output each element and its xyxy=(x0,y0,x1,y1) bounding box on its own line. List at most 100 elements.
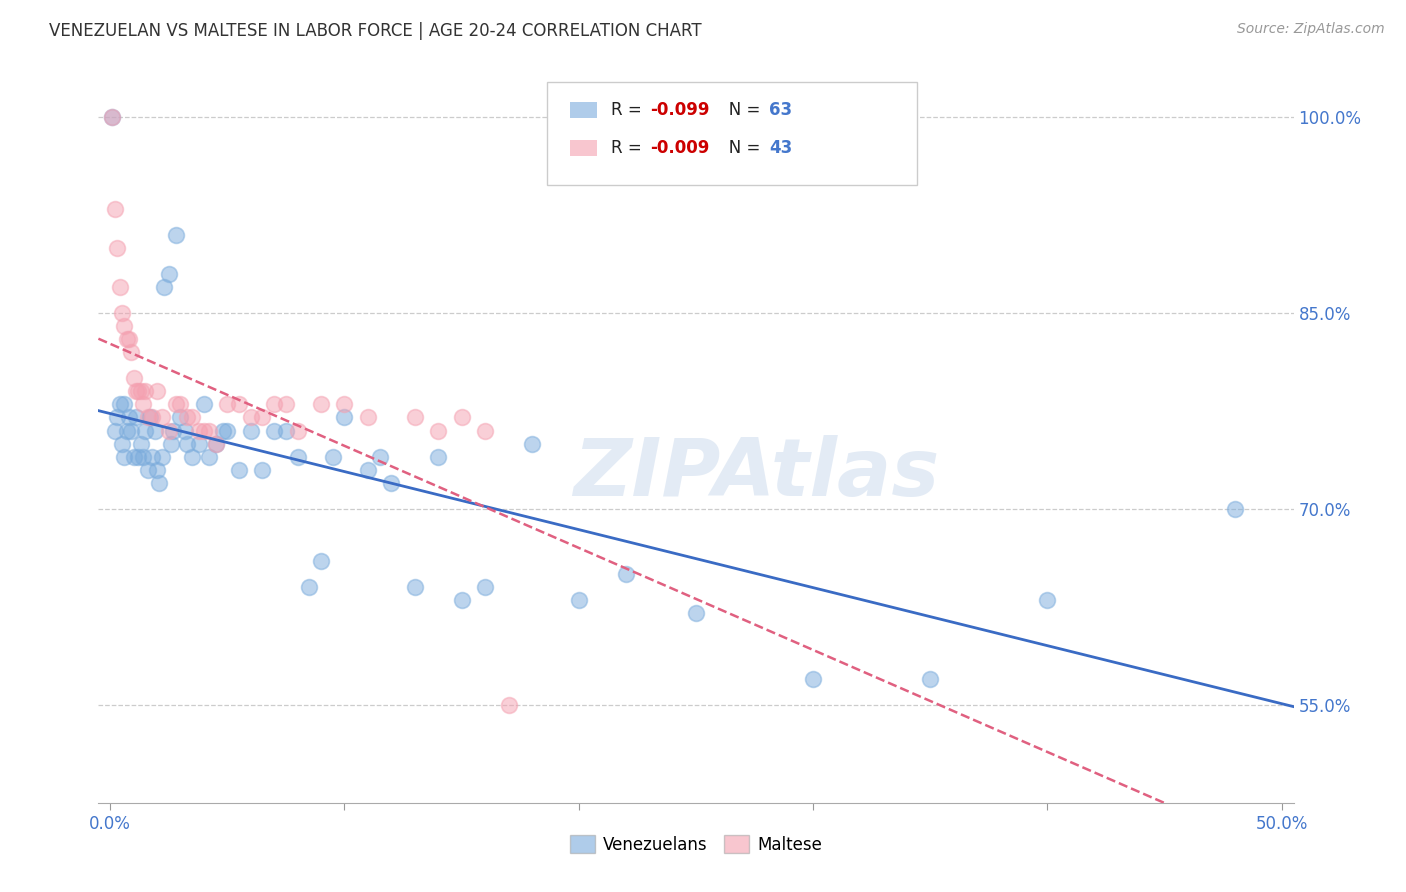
Point xyxy=(197,450,219,464)
Point xyxy=(298,580,321,594)
Point xyxy=(139,410,162,425)
Point xyxy=(157,424,180,438)
Point xyxy=(146,463,169,477)
Point xyxy=(287,450,309,464)
Point xyxy=(120,345,142,359)
Point xyxy=(450,593,472,607)
Point xyxy=(150,410,173,425)
Point xyxy=(239,424,262,438)
Point xyxy=(125,410,148,425)
Point xyxy=(127,450,149,464)
Point xyxy=(380,475,402,490)
Point xyxy=(153,280,176,294)
Point xyxy=(125,384,148,399)
Point xyxy=(197,424,219,438)
Point xyxy=(132,450,155,464)
Point xyxy=(129,384,152,399)
Point xyxy=(118,410,141,425)
Point xyxy=(104,424,127,438)
Point xyxy=(181,410,204,425)
Point xyxy=(614,567,637,582)
Point xyxy=(287,424,309,438)
Point xyxy=(274,424,297,438)
Point xyxy=(211,424,233,438)
Point xyxy=(165,227,187,242)
Text: N =: N = xyxy=(713,101,765,120)
Point xyxy=(141,450,163,464)
Point xyxy=(162,424,184,438)
Point xyxy=(157,267,180,281)
Text: VENEZUELAN VS MALTESE IN LABOR FORCE | AGE 20-24 CORRELATION CHART: VENEZUELAN VS MALTESE IN LABOR FORCE | A… xyxy=(49,22,702,40)
Point xyxy=(228,463,250,477)
Text: -0.009: -0.009 xyxy=(651,139,710,157)
Point xyxy=(134,424,156,438)
Point xyxy=(188,436,211,450)
Point xyxy=(150,450,173,464)
FancyBboxPatch shape xyxy=(571,140,596,156)
Point xyxy=(274,397,297,411)
Point xyxy=(568,593,591,607)
Text: 43: 43 xyxy=(769,139,792,157)
Point xyxy=(801,672,824,686)
Point xyxy=(498,698,520,712)
Point xyxy=(101,110,124,124)
FancyBboxPatch shape xyxy=(571,102,596,118)
Point xyxy=(333,410,356,425)
Legend: Venezuelans, Maltese: Venezuelans, Maltese xyxy=(562,829,830,860)
Point xyxy=(101,110,124,124)
Point xyxy=(404,580,426,594)
Point xyxy=(357,463,380,477)
Text: 63: 63 xyxy=(769,101,792,120)
Point xyxy=(112,450,135,464)
Point xyxy=(122,450,145,464)
Point xyxy=(134,384,156,399)
Point xyxy=(148,475,170,490)
Point xyxy=(176,410,198,425)
Point xyxy=(188,424,211,438)
Point xyxy=(1036,593,1059,607)
Text: R =: R = xyxy=(612,139,647,157)
Text: ZIPAtlas: ZIPAtlas xyxy=(572,434,939,513)
Point xyxy=(111,436,134,450)
Point xyxy=(309,397,332,411)
Point xyxy=(169,410,191,425)
Point xyxy=(217,424,239,438)
Point xyxy=(322,450,344,464)
Point xyxy=(118,332,141,346)
Point xyxy=(111,306,134,320)
Point xyxy=(122,371,145,385)
Point xyxy=(174,424,197,438)
Point xyxy=(252,410,274,425)
Point xyxy=(146,384,169,399)
Point xyxy=(181,450,204,464)
Point xyxy=(112,319,135,334)
Point xyxy=(1223,502,1246,516)
Point xyxy=(143,424,166,438)
Point xyxy=(368,450,391,464)
Point xyxy=(169,397,191,411)
Point xyxy=(239,410,262,425)
Point xyxy=(104,202,127,216)
Point xyxy=(193,397,215,411)
Point xyxy=(228,397,250,411)
Point xyxy=(263,397,285,411)
Point xyxy=(520,436,543,450)
Point xyxy=(165,397,187,411)
Point xyxy=(141,410,163,425)
Point xyxy=(136,463,159,477)
Point xyxy=(309,554,332,568)
Text: R =: R = xyxy=(612,101,647,120)
Text: -0.099: -0.099 xyxy=(651,101,710,120)
Point xyxy=(474,424,496,438)
Point xyxy=(204,436,226,450)
Point xyxy=(176,436,198,450)
Point xyxy=(920,672,942,686)
Point xyxy=(404,410,426,425)
FancyBboxPatch shape xyxy=(547,82,917,185)
Point xyxy=(217,397,239,411)
Point xyxy=(127,384,149,399)
Point xyxy=(115,332,138,346)
Text: N =: N = xyxy=(713,139,765,157)
Point xyxy=(427,424,450,438)
Point xyxy=(108,280,131,294)
